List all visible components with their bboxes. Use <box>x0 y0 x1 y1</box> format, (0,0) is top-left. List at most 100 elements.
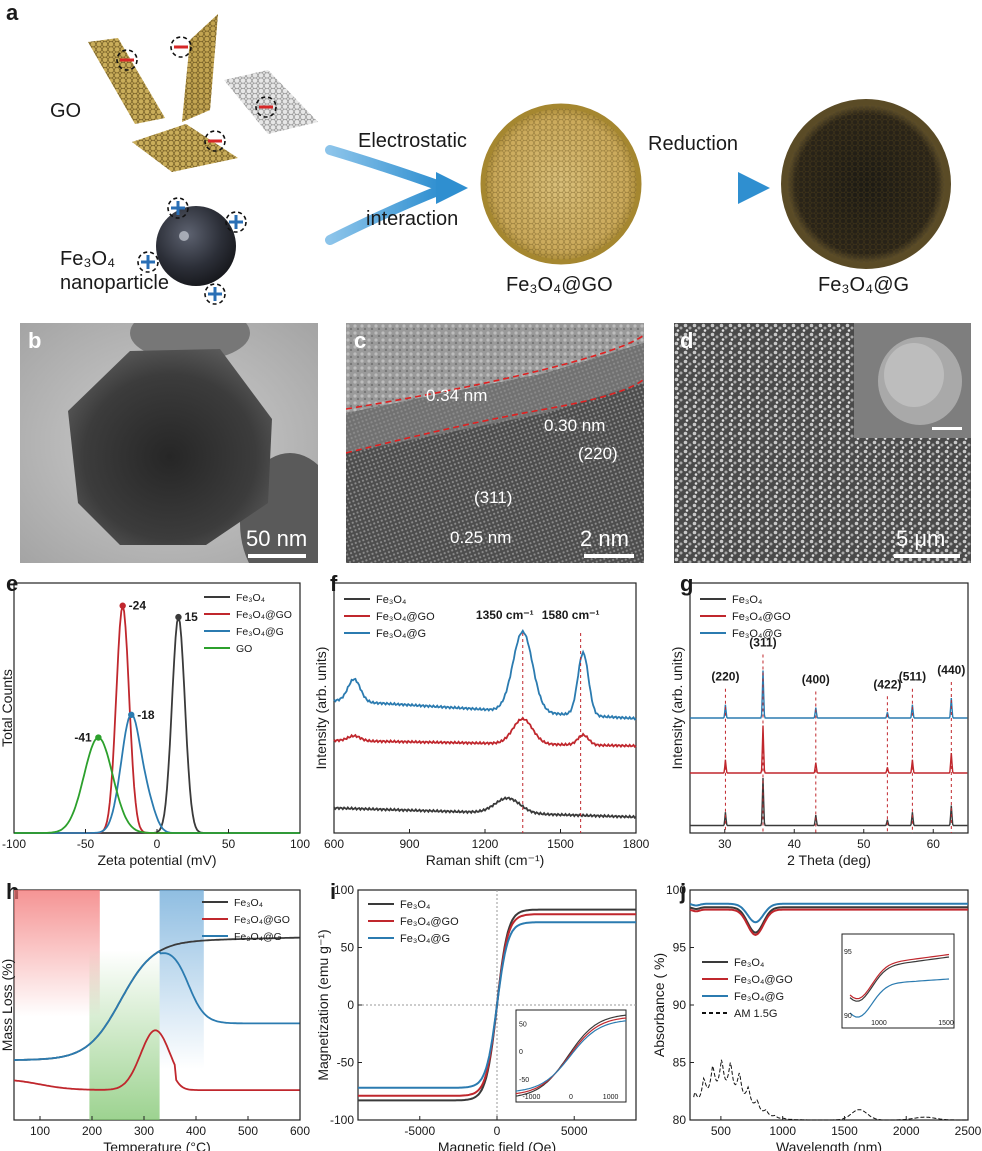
positive-charge-icon <box>137 251 159 273</box>
x-tick-label: 1500 <box>831 1124 858 1138</box>
plane-label: (220) <box>578 444 618 463</box>
series-line <box>690 777 968 827</box>
x-tick-label: -100 <box>2 837 26 851</box>
x-tick-label: 900 <box>399 837 419 851</box>
x-tick-label: 300 <box>134 1124 154 1138</box>
x-axis-label: Magnetic field (Oe) <box>438 1139 556 1151</box>
y-tick-label: 80 <box>673 1113 687 1127</box>
panel-d-label: d <box>680 328 694 353</box>
chart-f: f 1350 cm⁻¹ 1580 cm⁻¹ 600 900 1200 1500 1800 Ram… <box>313 571 650 868</box>
x-tick-label: -5000 <box>404 1124 435 1138</box>
negative-charge-icon <box>204 130 226 152</box>
x-tick-label: 200 <box>82 1124 102 1138</box>
x-tick-label: 5000 <box>561 1124 588 1138</box>
legend-entry: Fe₃O₄ <box>400 899 431 911</box>
inset-line <box>515 1017 627 1095</box>
spacing-label: 0.25 nm <box>450 528 512 547</box>
y-tick-label: 100 <box>666 883 686 897</box>
inset-line <box>515 1014 627 1097</box>
legend-entry: Fe₃O₄ <box>236 592 265 604</box>
electrostatic-arrow-icon <box>325 145 468 245</box>
inset-line <box>849 956 950 1002</box>
x-tick-label: 2500 <box>955 1124 982 1138</box>
negative-charge-icon <box>170 36 192 58</box>
peak-annotation: -24 <box>129 599 147 613</box>
series-line <box>689 902 968 924</box>
y-axis-label: Mass Loss (%) <box>0 959 15 1052</box>
y-tick-label: 95 <box>673 941 687 955</box>
series-line <box>14 713 300 834</box>
legend-entry: Fe₃O₄@G <box>236 626 284 638</box>
y-axis-label: Magnetization (emu g⁻¹) <box>315 929 331 1080</box>
x-tick-label: 1500 <box>547 837 574 851</box>
chart-j: j 80 85 90 95 100 500 1000 1500 2000 2500 Wavelengt… <box>651 879 982 1151</box>
peak-marker <box>95 734 102 741</box>
x-axis-label: 2 Theta (deg) <box>787 852 871 868</box>
charts-area: e 15 -24 -18 -41 -100 -50 0 50 100 Zeta potential … <box>0 571 982 1151</box>
peak-annotation: (220) <box>711 670 739 684</box>
x-tick-label: 60 <box>927 837 941 851</box>
inset-tick-label: 0 <box>519 1049 523 1056</box>
fe3o4-g-sphere <box>781 99 951 269</box>
panel-a-label: a <box>6 0 19 25</box>
x-tick-label: 600 <box>324 837 344 851</box>
spacing-label: 0.34 nm <box>426 386 488 405</box>
series-line <box>14 950 300 1061</box>
inset-tick-label: 50 <box>519 1022 527 1029</box>
x-tick-label: 500 <box>711 1124 731 1138</box>
x-tick-label: 50 <box>222 837 236 851</box>
inset-tick-label: -50 <box>519 1077 529 1084</box>
y-tick-label: 0 <box>347 998 354 1012</box>
legend-entry: Fe₃O₄@G <box>376 628 426 640</box>
go-sheet <box>88 38 165 124</box>
panel-label: j <box>679 879 686 904</box>
x-tick-label: -50 <box>77 837 95 851</box>
interaction-label: interaction <box>366 208 459 230</box>
x-tick-label: 0 <box>494 1124 501 1138</box>
x-tick-label: 2000 <box>893 1124 920 1138</box>
legend-entry: Fe₃O₄ <box>734 957 765 969</box>
x-axis-label: Temperature (°C) <box>103 1139 211 1151</box>
x-tick-label: 30 <box>718 837 732 851</box>
x-axis-label: Wavelength (nm) <box>776 1139 882 1151</box>
x-tick-label: 600 <box>290 1124 310 1138</box>
x-tick-label: 100 <box>30 1124 50 1138</box>
peak-marker <box>175 613 182 621</box>
legend-entry: Fe₃O₄@GO <box>400 916 459 928</box>
legend-entry: Fe₃O₄@GO <box>734 974 793 986</box>
peak-annotation: (400) <box>802 673 830 687</box>
panel-label: g <box>680 571 693 596</box>
y-axis-label: Intensity (arb. units) <box>313 647 329 770</box>
x-tick-label: 100 <box>290 837 310 851</box>
legend-entry: Fe₃O₄ <box>234 897 263 909</box>
y-tick-label: -100 <box>330 1113 354 1127</box>
series-line <box>333 796 637 820</box>
inset-tick-label: 0 <box>569 1094 573 1101</box>
peak-annotation: -41 <box>74 731 92 745</box>
peak-marker <box>128 711 135 719</box>
peak-annotation: (440) <box>937 663 965 677</box>
y-axis-label: Total Counts <box>0 669 15 747</box>
legend-entry: GO <box>236 643 252 655</box>
scale-label: 2 nm <box>580 526 629 551</box>
scale-bar <box>584 554 634 558</box>
positive-charge-icon <box>204 283 226 305</box>
legend-entry: Fe₃O₄@G <box>400 933 450 945</box>
series-line <box>14 613 300 834</box>
fe3o4-go-sphere <box>480 103 642 265</box>
reduction-label: Reduction <box>648 133 739 155</box>
sem-image <box>674 323 971 563</box>
chart-g: g (220) (311) (400) (422)(511) (440) 30 40 50 60 2… <box>669 571 969 868</box>
scale-label: 50 nm <box>246 526 308 551</box>
y-tick-label: 100 <box>334 883 354 897</box>
legend-entry: Fe₃O₄ <box>732 594 763 606</box>
nanoparticle-label: nanoparticle <box>60 272 169 294</box>
legend-entry: Fe₃O₄@G <box>234 931 282 943</box>
negative-charge-icon <box>255 96 277 118</box>
y-tick-label: 50 <box>341 941 355 955</box>
shaded-region <box>159 890 204 1070</box>
spacing-label: 0.30 nm <box>544 416 606 435</box>
scale-bar <box>248 554 306 558</box>
go-sheet <box>182 14 218 122</box>
